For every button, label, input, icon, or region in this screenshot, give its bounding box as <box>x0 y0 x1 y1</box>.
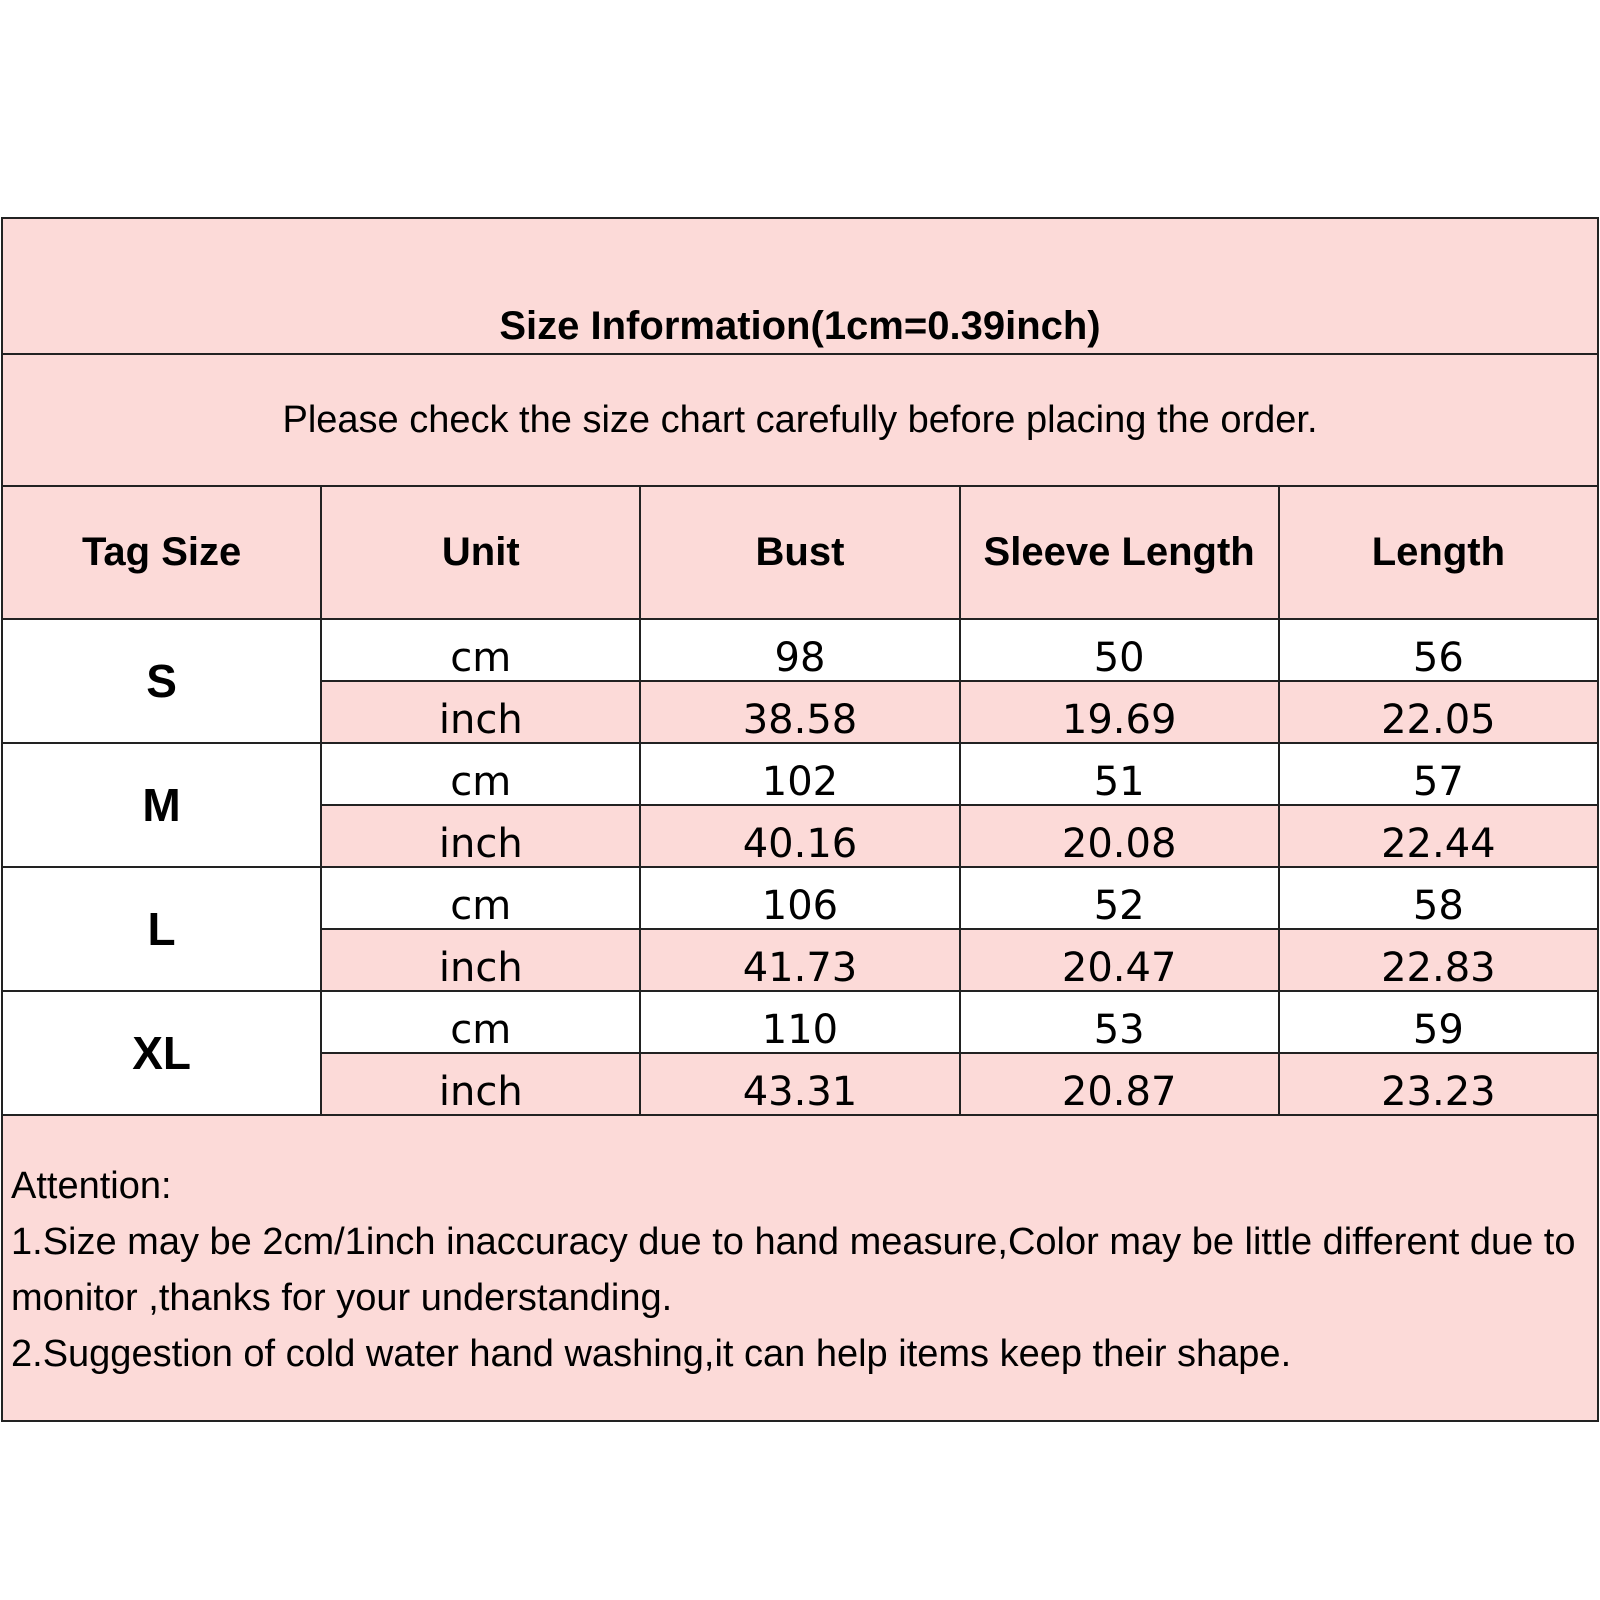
bust-cell: 38.58 <box>639 680 961 744</box>
bust-cell: 110 <box>639 990 961 1054</box>
bust-cell: 98 <box>639 618 961 682</box>
tag-size-cell: L <box>0 866 323 992</box>
sleeve-length-cell: 20.47 <box>958 928 1280 992</box>
sleeve-length-cell: 53 <box>958 990 1280 1054</box>
bust-cell: 40.16 <box>639 804 961 868</box>
header-unit: Unit <box>320 485 642 620</box>
header-sleeve-length: Sleeve Length <box>958 485 1280 620</box>
unit-cell: inch <box>320 928 642 992</box>
table-row: inch 38.58 19.69 22.05 <box>2 680 1600 744</box>
length-cell: 56 <box>1277 618 1600 682</box>
sleeve-length-cell: 20.08 <box>958 804 1280 868</box>
sleeve-length-cell: 52 <box>958 866 1280 930</box>
header-tag-size: Tag Size <box>0 485 323 620</box>
length-cell: 23.23 <box>1277 1052 1600 1116</box>
bust-cell: 43.31 <box>639 1052 961 1116</box>
sleeve-length-cell: 19.69 <box>958 680 1280 744</box>
unit-cell: inch <box>320 680 642 744</box>
header-length: Length <box>1277 485 1600 620</box>
length-cell: 22.83 <box>1277 928 1600 992</box>
attention-line-1: 1.Size may be 2cm/1inch inaccuracy due t… <box>11 1221 1587 1319</box>
size-chart-subtitle: Please check the size chart carefully be… <box>1 353 1599 487</box>
header-bust: Bust <box>639 485 961 620</box>
unit-cell: cm <box>320 742 642 806</box>
length-cell: 22.05 <box>1277 680 1600 744</box>
sleeve-length-cell: 50 <box>958 618 1280 682</box>
unit-cell: inch <box>320 804 642 868</box>
size-chart-table: Size Information(1cm=0.39inch) Please ch… <box>0 217 1600 1422</box>
attention-line-2: 2.Suggestion of cold water hand washing,… <box>11 1333 1292 1375</box>
table-row: XL cm 110 53 59 <box>0 990 1600 1116</box>
tag-size-cell: S <box>0 618 323 744</box>
attention-heading: Attention: <box>11 1165 172 1207</box>
size-chart-title: Size Information(1cm=0.39inch) <box>1 217 1599 355</box>
tag-size-cell: XL <box>0 990 323 1116</box>
bust-cell: 102 <box>639 742 961 806</box>
header-row: Tag Size Unit Bust Sleeve Length Length <box>0 485 1600 620</box>
bust-cell: 41.73 <box>639 928 961 992</box>
length-cell: 59 <box>1277 990 1600 1054</box>
bust-cell: 106 <box>639 866 961 930</box>
length-cell: 22.44 <box>1277 804 1600 868</box>
sleeve-length-cell: 20.87 <box>958 1052 1280 1116</box>
unit-cell: inch <box>320 1052 642 1116</box>
unit-cell: cm <box>320 618 642 682</box>
length-cell: 58 <box>1277 866 1600 930</box>
unit-cell: cm <box>320 866 642 930</box>
length-cell: 57 <box>1277 742 1600 806</box>
sleeve-length-cell: 51 <box>958 742 1280 806</box>
attention-note: Attention: 1.Size may be 2cm/1inch inacc… <box>1 1114 1599 1422</box>
unit-cell: cm <box>320 990 642 1054</box>
tag-size-cell: M <box>0 742 323 868</box>
